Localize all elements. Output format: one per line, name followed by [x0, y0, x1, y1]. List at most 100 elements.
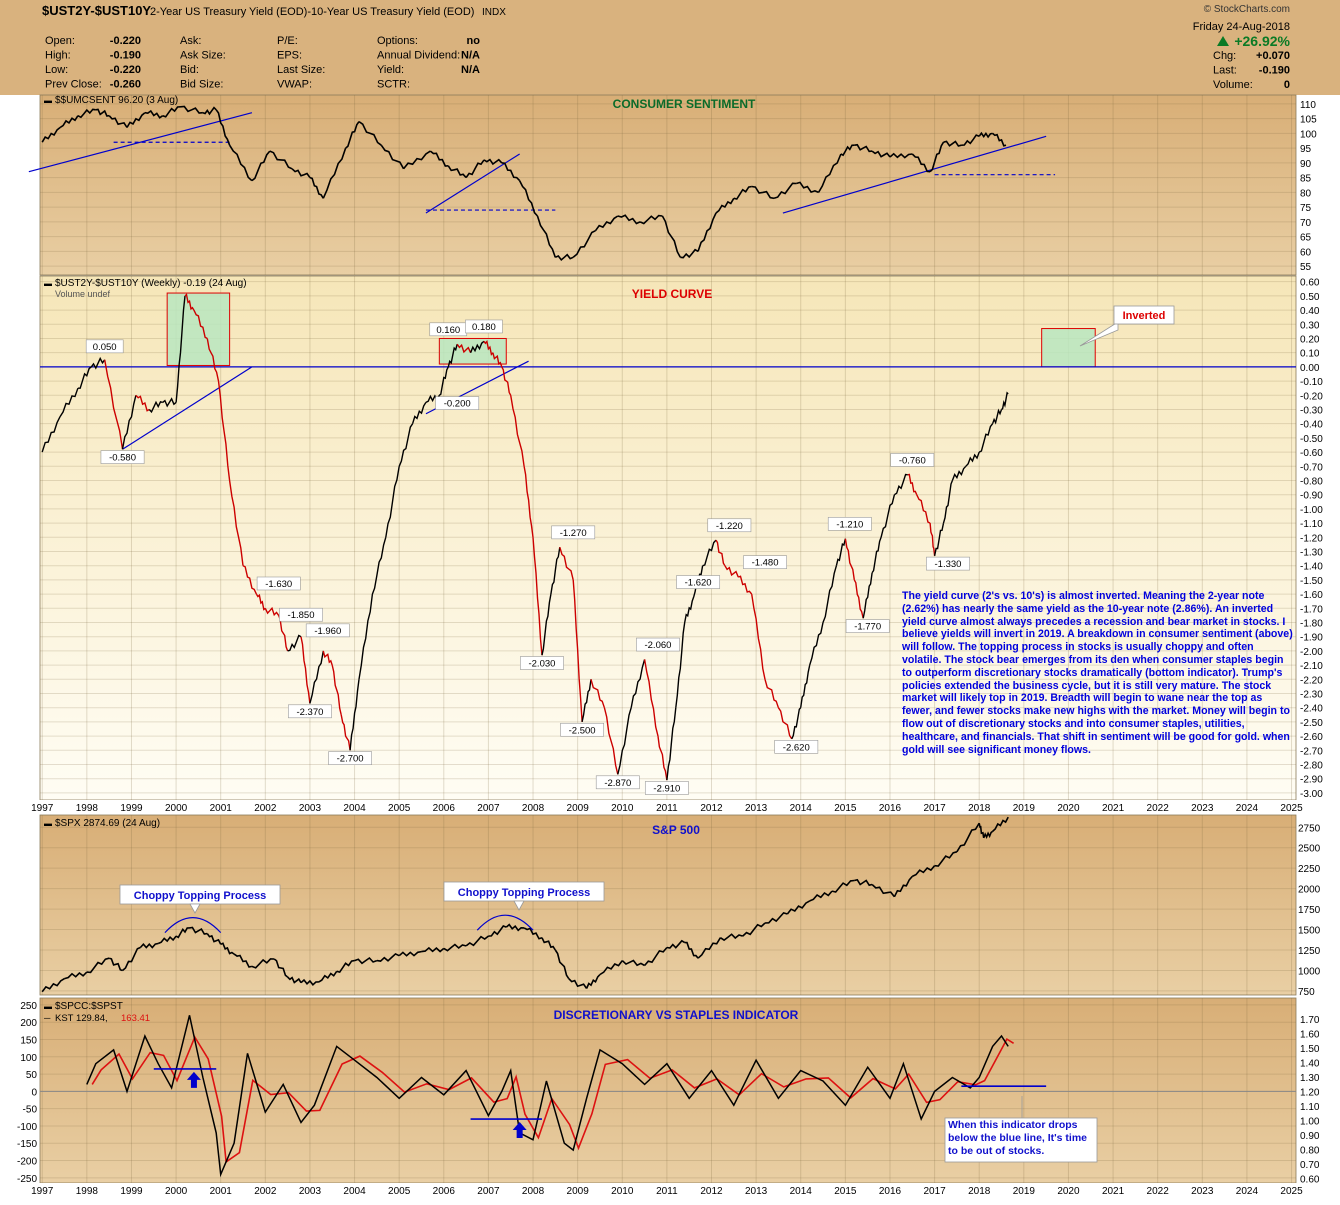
series-segment — [162, 106, 181, 118]
series-segment — [77, 366, 92, 389]
series-segment — [162, 397, 177, 408]
series-segment — [148, 400, 163, 414]
year-label: 2016 — [879, 803, 902, 814]
series-segment — [894, 473, 908, 496]
series-segment — [126, 112, 146, 128]
value-label-box — [85, 339, 124, 354]
yield-tick-label: -0.90 — [1300, 491, 1323, 502]
header-fields: Open: -0.220 High: -0.190 Low: -0.220 Prev Clo… — [45, 35, 1290, 91]
series-segment — [603, 707, 619, 775]
series-segment — [554, 949, 570, 980]
series-segment — [180, 105, 203, 114]
field-label: High: — [45, 50, 71, 62]
field-label: Ask Size: — [180, 50, 226, 62]
series-segment — [291, 168, 311, 179]
year-label: 2002 — [254, 1186, 277, 1197]
spx-tick-label: 2250 — [1298, 864, 1321, 875]
field-value: -0.260 — [110, 79, 141, 91]
field-label: Yield: — [377, 64, 404, 76]
value-label-box — [845, 619, 890, 633]
series-segment — [835, 538, 847, 566]
series-segment — [421, 946, 445, 953]
series-segment — [934, 851, 958, 867]
value-label: -1.620 — [685, 578, 712, 589]
series-segment — [309, 176, 324, 199]
series-segment — [402, 150, 431, 170]
series-segment — [251, 958, 275, 969]
series-segment — [929, 141, 945, 173]
series-segment — [269, 150, 293, 170]
series-segment — [501, 162, 521, 182]
series-segment — [59, 115, 79, 129]
series-segment — [331, 664, 342, 715]
sentiment-tick-label: 80 — [1300, 188, 1312, 199]
series-segment — [380, 144, 405, 170]
yield-tick-label: -0.40 — [1300, 420, 1323, 431]
yield-tick-label: 0.10 — [1300, 349, 1320, 360]
up-arrow-icon — [512, 1122, 527, 1139]
yield-tick-label: -1.10 — [1300, 519, 1323, 530]
year-label: 2020 — [1057, 1186, 1080, 1197]
series-segment — [233, 953, 253, 968]
series-segment — [483, 339, 494, 356]
yield-tick-label: -0.20 — [1300, 391, 1323, 402]
value-label-box — [288, 704, 332, 719]
series-segment — [684, 596, 695, 623]
year-label: 2021 — [1102, 803, 1125, 814]
kst-left-tick-label: 0 — [31, 1087, 37, 1098]
yield-tick-label: -2.60 — [1300, 732, 1323, 743]
spx-tick-label: 1000 — [1298, 966, 1321, 977]
field-label: Options: — [377, 35, 418, 47]
year-label: 2015 — [834, 803, 857, 814]
year-label: 2014 — [790, 1186, 813, 1197]
series-segment — [853, 579, 864, 619]
series-segment — [322, 650, 333, 666]
kst-left-tick-label: 50 — [26, 1070, 38, 1081]
chart-exchange: INDX — [482, 7, 506, 18]
series-segment — [488, 925, 507, 937]
yield-tick-label: -0.50 — [1300, 434, 1323, 445]
value-label: -1.960 — [314, 626, 341, 637]
value-label-box — [636, 637, 680, 652]
series-segment — [697, 937, 722, 959]
series-segment — [184, 293, 195, 311]
value-label: -2.910 — [653, 783, 680, 794]
series-segment — [800, 664, 811, 708]
field-label: Ask: — [180, 35, 201, 47]
year-label: 2002 — [254, 803, 277, 814]
yield-title: YIELD CURVE — [632, 287, 712, 301]
value-label-box — [328, 751, 372, 765]
series-segment — [175, 295, 186, 403]
topping-arc — [476, 914, 534, 931]
kst-signal-line — [91, 1035, 1015, 1164]
series-segment — [492, 352, 503, 368]
field-label: Bid Size: — [180, 79, 223, 91]
year-label: 1999 — [120, 803, 143, 814]
sentiment-tick-label: 75 — [1300, 203, 1312, 214]
series-segment — [568, 978, 588, 989]
field-label: VWAP: — [277, 79, 312, 91]
yield-tick-label: -2.50 — [1300, 718, 1323, 729]
series-segment — [978, 131, 993, 139]
sentiment-tick-label: 105 — [1300, 115, 1317, 126]
series-segment — [854, 878, 873, 887]
kst-right-tick-label: 0.70 — [1300, 1160, 1320, 1171]
year-label: 2012 — [700, 803, 723, 814]
field-value: -0.190 — [110, 50, 141, 62]
right-field-label: Last: — [1213, 65, 1237, 77]
right-field-value: +0.070 — [1256, 50, 1290, 62]
kst-right-tick-label: 1.20 — [1300, 1088, 1320, 1099]
series-segment — [599, 960, 623, 976]
kst-left-tick-label: 250 — [20, 1001, 37, 1012]
kst-left-tick-label: -150 — [17, 1139, 37, 1150]
yield-tick-label: -1.90 — [1300, 633, 1323, 644]
value-label-box — [520, 656, 564, 670]
series-segment — [893, 875, 913, 898]
sentiment-tick-label: 110 — [1300, 100, 1316, 111]
series-segment — [64, 971, 88, 980]
series-segment — [189, 926, 208, 935]
year-label: 2016 — [879, 1186, 902, 1197]
series-segment — [469, 340, 485, 353]
year-label: 2023 — [1191, 1186, 1214, 1197]
